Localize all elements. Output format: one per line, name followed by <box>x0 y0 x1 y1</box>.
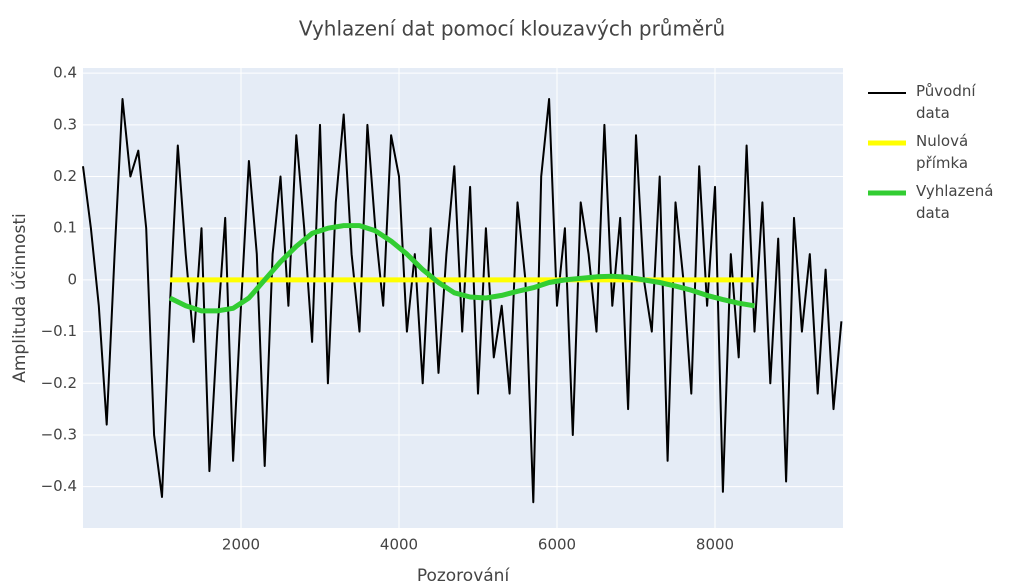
legend-swatch <box>868 92 906 94</box>
chart-title: Vyhlazení dat pomocí klouzavých průměrů <box>299 17 725 41</box>
y-tick-label: −0.4 <box>41 477 77 495</box>
legend-swatch <box>868 190 906 196</box>
legend-label: Nulová přímka <box>916 132 969 172</box>
y-axis-title: Amplituda účinnosti <box>10 213 30 383</box>
y-tick-label: 0.3 <box>53 115 77 133</box>
y-tick-label: 0.4 <box>53 64 77 82</box>
y-tick-label: −0.1 <box>41 322 77 340</box>
x-tick-label: 8000 <box>696 536 734 554</box>
legend-label: Vyhlazená data <box>916 182 994 222</box>
x-tick-label: 2000 <box>222 536 260 554</box>
y-tick-label: 0 <box>67 270 77 288</box>
series-line <box>82 98 843 504</box>
legend-swatch <box>868 140 906 146</box>
series-line <box>168 223 755 314</box>
x-axis-title: Pozorování <box>417 566 511 586</box>
legend-item[interactable]: Vyhlazená data <box>866 180 1006 224</box>
y-tick-label: −0.3 <box>41 425 77 443</box>
legend: Původní data Nulová přímka Vyhlazená data <box>866 80 1006 230</box>
legend-item[interactable]: Původní data <box>866 80 1006 124</box>
x-tick-label: 6000 <box>538 536 576 554</box>
y-tick-label: 0.1 <box>53 219 77 237</box>
y-tick-label: −0.2 <box>41 374 77 392</box>
legend-item[interactable]: Nulová přímka <box>866 130 1006 174</box>
legend-label: Původní data <box>916 82 976 122</box>
x-tick-label: 4000 <box>380 536 418 554</box>
y-tick-label: 0.2 <box>53 167 77 185</box>
